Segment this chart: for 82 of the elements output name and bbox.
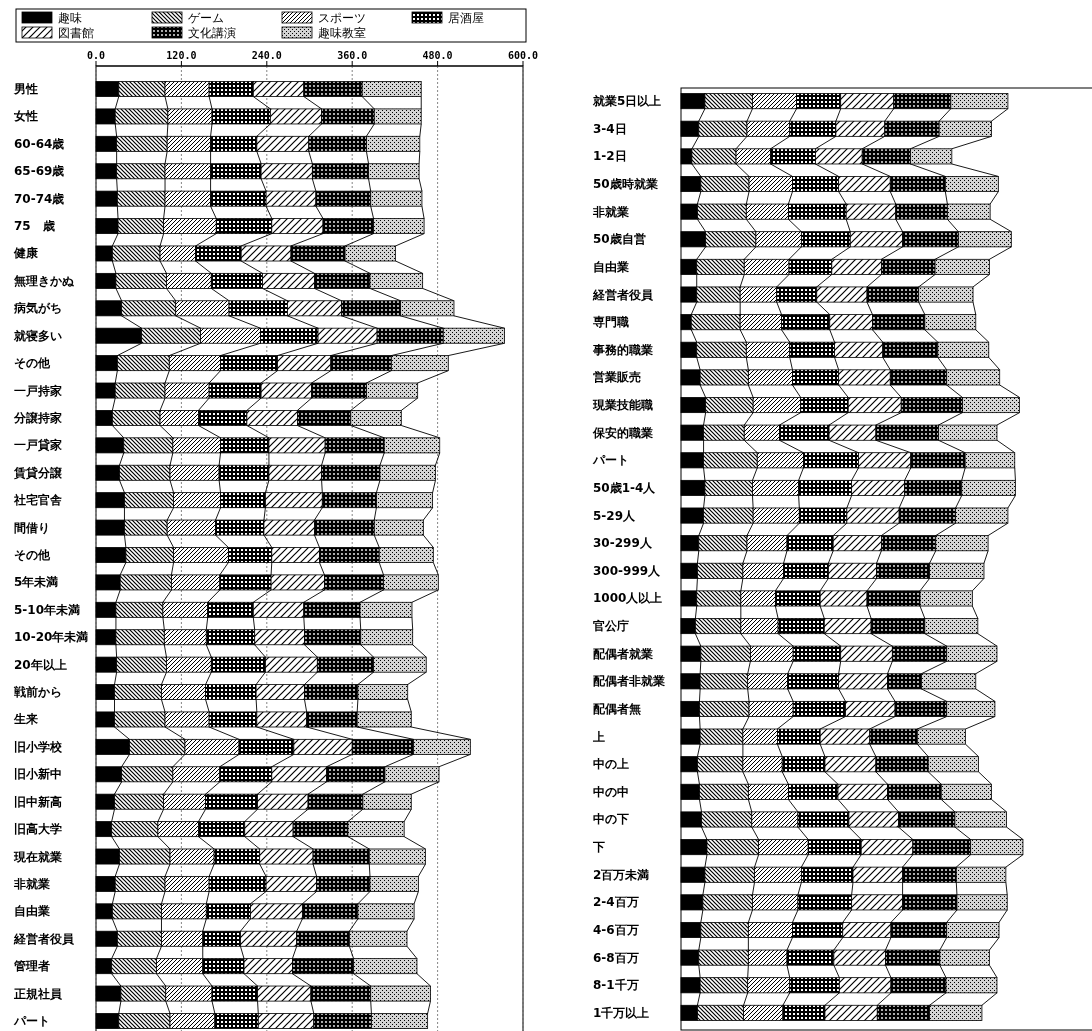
y-tick-label: 70-74歳 — [14, 191, 65, 206]
legend-label: 図書館 — [58, 26, 94, 40]
legend-label: 文化講演 — [188, 26, 236, 40]
y-tick-label: 社宅官舎 — [13, 493, 62, 508]
y-tick-label: 300-999人 — [593, 563, 662, 578]
y-tick-label: 50歳自営 — [593, 232, 646, 247]
y-tick-label: 営業販売 — [593, 370, 641, 385]
legend-label: スポーツ — [318, 11, 366, 25]
y-tick-label: 50歳1-4人 — [593, 480, 657, 495]
y-tick-label: 賃貸分譲 — [13, 465, 63, 480]
legend-label: ゲーム — [188, 11, 224, 25]
y-tick-label: 一戸貸家 — [14, 438, 62, 453]
y-tick-label: 30-299人 — [593, 536, 653, 551]
y-tick-label: 上 — [592, 729, 605, 744]
legend-label: 趣味 — [58, 11, 82, 25]
y-tick-label: 下 — [592, 840, 605, 855]
y-tick-label: 事務的職業 — [592, 342, 653, 357]
y-tick-label: 5年未満 — [14, 575, 59, 590]
y-tick-label: 60-64歳 — [14, 136, 65, 151]
y-tick-label: 中の上 — [593, 757, 629, 772]
y-tick-label: 病気がち — [13, 301, 62, 316]
y-tick-label: 就業5日以上 — [592, 94, 662, 109]
y-tick-label: 分譲持家 — [13, 410, 62, 425]
y-tick-label: 65-69歳 — [14, 164, 65, 179]
y-tick-label: 75 歳 — [14, 219, 55, 234]
x-tick-label: 600.0 — [507, 50, 539, 61]
y-tick-label: 1-2日 — [593, 149, 627, 164]
x-tick-label: 360.0 — [337, 50, 368, 61]
y-tick-label: 正規社員 — [13, 986, 63, 1001]
y-tick-label: 旧高大学 — [14, 822, 62, 837]
y-tick-label: その他 — [14, 548, 51, 562]
y-tick-label: 旧小学校 — [14, 739, 63, 754]
y-tick-label: 1000人以上 — [593, 591, 663, 606]
y-tick-label: その他 — [14, 356, 51, 371]
y-tick-label: 8-1千万 — [593, 978, 639, 993]
y-tick-label: 女性 — [13, 109, 38, 124]
y-tick-label: 専門職 — [592, 315, 629, 330]
x-tick-label: 0.0 — [86, 50, 106, 61]
y-tick-label: 戦前から — [13, 685, 62, 700]
y-tick-label: 配偶者無 — [593, 701, 641, 716]
y-tick-label: パート — [592, 453, 629, 468]
y-tick-label: 自由業 — [593, 259, 629, 274]
y-tick-label: 現業技能職 — [592, 398, 653, 413]
x-tick-label: 480.0 — [422, 50, 453, 61]
y-tick-label: 経営者役員 — [13, 931, 75, 946]
y-tick-label: 保安的職業 — [592, 425, 653, 440]
y-tick-label: パート — [13, 1013, 50, 1028]
y-tick-label: 5-29人 — [593, 508, 637, 523]
y-tick-label: 男性 — [13, 82, 38, 97]
y-tick-label: 2百万未満 — [593, 867, 650, 882]
y-tick-label: 10-20年未満 — [14, 630, 89, 645]
y-tick-label: 20年以上 — [14, 657, 67, 672]
y-tick-label: 5-10年未満 — [14, 602, 81, 617]
y-tick-label: 配偶者就業 — [593, 646, 653, 661]
y-tick-label: 中の中 — [593, 784, 629, 799]
y-tick-label: 自由業 — [14, 904, 50, 919]
y-tick-label: 4-6百万 — [593, 922, 639, 937]
y-tick-label: 中の下 — [593, 812, 629, 827]
y-tick-label: 就寝多い — [13, 328, 62, 343]
y-tick-label: 6-8百万 — [593, 950, 639, 965]
x-tick-label: 120.0 — [166, 50, 197, 61]
y-tick-label: 非就業 — [592, 204, 629, 219]
y-tick-label: 管理者 — [13, 959, 50, 974]
y-tick-label: 一戸持家 — [14, 383, 62, 398]
y-tick-label: 1千万以上 — [593, 1005, 650, 1020]
y-tick-label: 50歳時就業 — [593, 177, 658, 192]
y-tick-label: 官公庁 — [593, 619, 629, 634]
y-tick-label: 経営者役員 — [592, 287, 654, 302]
y-tick-label: 非就業 — [13, 876, 50, 891]
y-tick-label: 配偶者非就業 — [593, 674, 665, 689]
y-tick-label: 現在就業 — [13, 849, 62, 864]
y-tick-label: 3-4日 — [593, 121, 627, 136]
y-tick-label: 2-4百万 — [593, 895, 639, 910]
y-tick-label: 間借り — [14, 520, 50, 535]
y-tick-label: 生来 — [13, 712, 38, 727]
y-tick-label: 無理きかぬ — [13, 273, 75, 288]
legend-label: 居酒屋 — [448, 11, 484, 25]
y-tick-label: 旧小新中 — [14, 767, 62, 782]
legend-label: 趣味教室 — [318, 26, 366, 40]
y-tick-label: 旧中新高 — [14, 794, 62, 809]
y-tick-label: 健康 — [13, 246, 39, 261]
x-tick-label: 240.0 — [251, 50, 282, 61]
